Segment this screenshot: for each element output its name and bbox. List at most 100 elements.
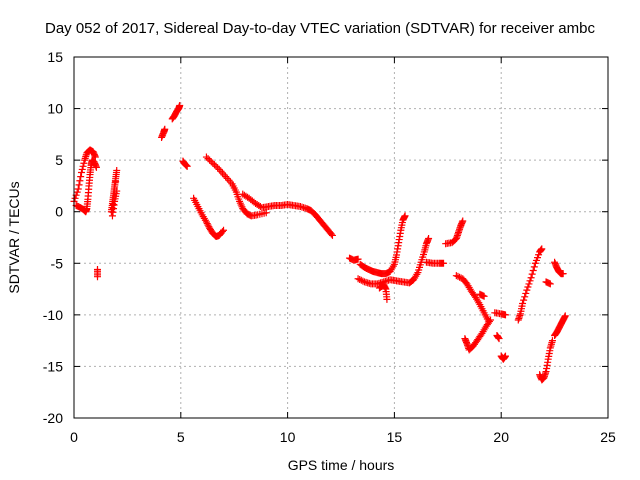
data-series-segment — [239, 190, 336, 239]
plus-marker — [218, 228, 226, 236]
data-series-segment — [551, 312, 569, 339]
data-series-segment — [493, 331, 503, 343]
data-series-segment — [452, 272, 492, 325]
plus-marker — [112, 178, 120, 186]
plus-marker — [456, 273, 464, 281]
plus-marker — [530, 263, 538, 271]
plus-marker — [526, 277, 534, 285]
plus-marker — [75, 181, 83, 189]
data-series-segment — [356, 212, 409, 278]
plus-marker — [203, 220, 211, 228]
data-series-segment — [476, 290, 488, 300]
axis-ticks — [73, 56, 609, 419]
y-tick-label: 10 — [47, 101, 63, 117]
plus-marker — [527, 274, 535, 282]
plus-marker — [523, 286, 531, 294]
plus-marker — [561, 312, 569, 320]
data-series-segment — [542, 278, 554, 288]
data-series-segment — [422, 258, 448, 267]
plus-marker — [359, 277, 367, 285]
data-series-segment — [354, 235, 433, 288]
plus-marker — [440, 259, 448, 267]
plus-marker — [485, 318, 493, 326]
plus-marker — [215, 165, 223, 173]
plus-marker — [176, 101, 184, 109]
data-series-segment — [514, 245, 546, 324]
y-tick-label: 0 — [55, 204, 63, 220]
plus-marker — [204, 221, 212, 229]
data-series-segment — [93, 265, 101, 281]
tick-labels: 0 5 10 15 20 25 -20 -15 -10 -5 0 5 10 15 — [43, 49, 616, 445]
plus-marker — [77, 169, 85, 177]
plot-frame — [73, 56, 609, 419]
y-tick-label: -10 — [43, 307, 63, 323]
plus-marker — [524, 283, 532, 291]
plus-marker — [501, 311, 509, 319]
plus-marker — [495, 335, 503, 343]
chart-title: Day 052 of 2017, Sidereal Day-to-day VTE… — [45, 20, 595, 37]
plus-marker — [220, 226, 228, 234]
y-tick-label: 5 — [55, 152, 63, 168]
plus-marker — [520, 296, 528, 304]
plus-marker — [454, 272, 462, 280]
plus-marker — [262, 209, 270, 217]
plus-marker — [183, 162, 191, 170]
data-series-segment — [375, 281, 391, 303]
data-series-segment — [107, 166, 121, 220]
plus-marker — [78, 165, 86, 173]
data-series-segment — [202, 153, 270, 220]
plus-marker — [92, 163, 100, 171]
data-series-segment — [491, 309, 509, 319]
plus-marker — [528, 270, 536, 278]
plus-marker — [328, 231, 336, 239]
x-axis-label: GPS time / hours — [288, 457, 395, 473]
plus-marker — [546, 280, 554, 288]
plus-marker — [383, 295, 391, 303]
plus-marker — [214, 164, 222, 172]
data-series-segment — [497, 352, 509, 363]
x-tick-label: 5 — [177, 429, 185, 445]
y-tick-label: 15 — [47, 49, 63, 65]
plus-marker — [501, 352, 509, 360]
plus-marker — [522, 289, 530, 297]
data-series-segment — [442, 217, 467, 248]
plus-marker — [73, 188, 81, 196]
plus-marker — [71, 194, 79, 202]
plus-marker — [425, 235, 433, 243]
plus-marker — [91, 153, 99, 161]
plus-marker — [80, 159, 88, 167]
plus-marker — [202, 153, 210, 161]
x-tick-label: 15 — [387, 429, 403, 445]
data-series-segment — [168, 101, 184, 123]
plus-marker — [521, 293, 529, 301]
plus-marker — [559, 270, 567, 278]
plus-marker — [222, 173, 230, 181]
data-series-segment — [70, 146, 99, 205]
plus-marker — [480, 292, 488, 300]
plus-marker — [452, 272, 460, 280]
plus-marker — [220, 171, 228, 179]
y-tick-label: -5 — [51, 255, 64, 271]
data-series-segment — [536, 337, 556, 384]
plus-marker — [519, 300, 527, 308]
plus-marker — [401, 212, 409, 220]
plus-marker — [212, 162, 220, 170]
y-axis-label: SDTVAR / TECUs — [6, 181, 22, 293]
y-tick-label: -20 — [43, 410, 63, 426]
x-tick-label: 25 — [600, 429, 616, 445]
y-tick-label: -15 — [43, 358, 63, 374]
plus-marker — [354, 275, 362, 283]
plus-marker — [93, 273, 101, 281]
plus-marker — [209, 159, 217, 167]
data-series-segment — [190, 194, 228, 240]
grid-lines — [74, 57, 608, 418]
plus-marker — [357, 276, 365, 284]
plus-marker — [487, 316, 495, 324]
plus-marker — [113, 187, 121, 195]
data-series-segment — [72, 156, 100, 216]
plus-marker — [204, 155, 212, 163]
plus-marker — [202, 218, 210, 226]
plus-marker — [206, 156, 214, 164]
data-series-segment — [158, 125, 169, 141]
